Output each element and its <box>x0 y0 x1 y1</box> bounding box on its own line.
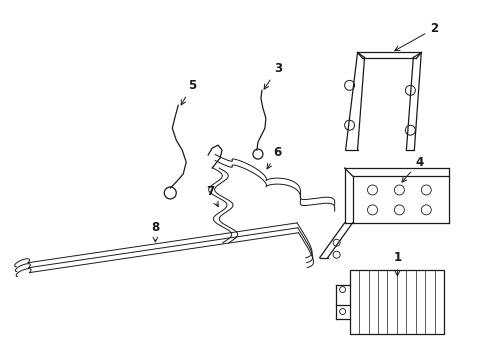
Text: 1: 1 <box>392 251 401 276</box>
Text: 3: 3 <box>264 62 282 89</box>
Text: 5: 5 <box>181 79 196 105</box>
Text: 4: 4 <box>401 156 423 182</box>
Text: 6: 6 <box>266 145 282 169</box>
Text: 8: 8 <box>151 221 159 242</box>
Text: 7: 7 <box>205 185 218 207</box>
Text: 2: 2 <box>394 22 437 51</box>
Bar <box>349 270 443 334</box>
